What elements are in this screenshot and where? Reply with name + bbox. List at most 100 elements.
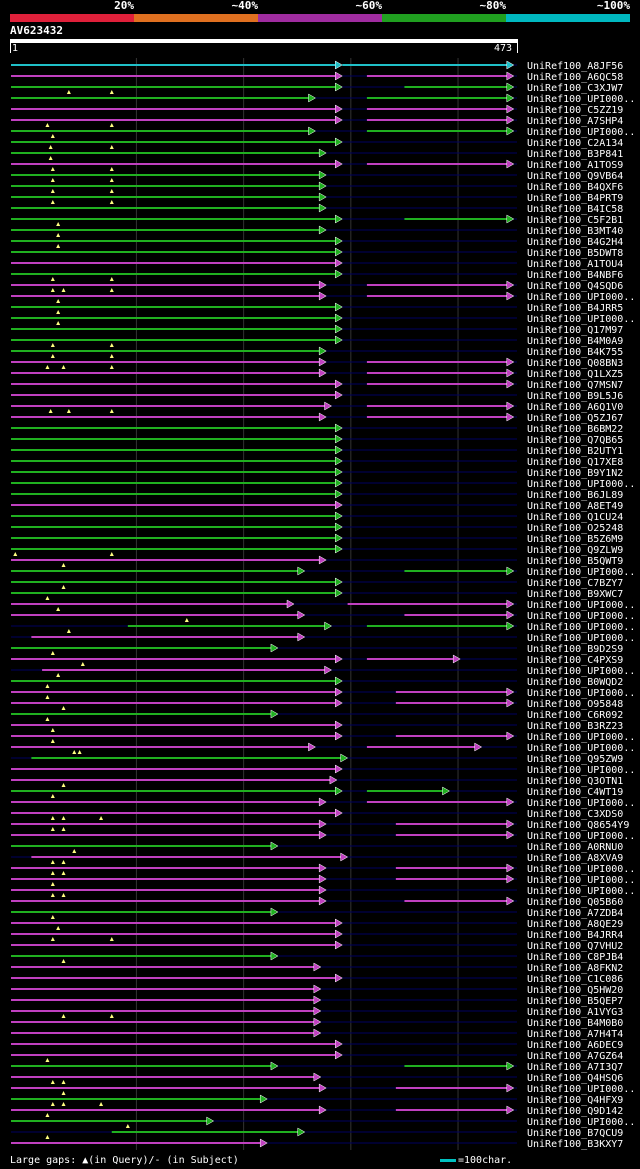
hit-label[interactable]: UniRef100_Q4SQD6 [527,281,623,292]
hit-row[interactable]: UniRef100_UPI000.. [11,728,635,743]
hit-label[interactable]: UniRef100_B4K755 [527,347,623,358]
hit-row[interactable]: UniRef100_C4PXS9 [11,651,623,666]
hit-label[interactable]: UniRef100_UPI000.. [527,886,635,897]
hit-label[interactable]: UniRef100_UPI000.. [527,94,635,105]
hit-label[interactable]: UniRef100_B9Y1N2 [527,468,623,479]
hit-label[interactable]: UniRef100_B4QXF6 [527,182,623,193]
hit-row[interactable]: UniRef100_A7H4T4 [11,1028,623,1040]
hit-label[interactable]: UniRef100_UPI000.. [527,633,635,644]
hit-label[interactable]: UniRef100_B3RZ23 [527,721,623,732]
hit-label[interactable]: UniRef100_B9D2S9 [527,644,623,655]
hit-row[interactable]: UniRef100_C3XJW7 [11,82,623,94]
hit-label[interactable]: UniRef100_A7I3Q7 [527,1062,623,1073]
hit-row[interactable]: UniRef100_C2A134 [11,134,623,149]
hit-row[interactable]: UniRef100_B9XWC7 [11,585,623,600]
hit-label[interactable]: UniRef100_B5Z6M9 [527,534,623,545]
hit-label[interactable]: UniRef100_B4G2H4 [527,237,623,248]
hit-label[interactable]: UniRef100_B9L5J6 [527,391,623,402]
hit-row[interactable]: UniRef100_O95848 [11,695,623,710]
hit-label[interactable]: UniRef100_Q9ZLW9 [527,545,623,556]
hit-row[interactable]: UniRef100_UPI000.. [11,882,635,897]
hit-label[interactable]: UniRef100_C4WT19 [527,787,623,798]
hit-label[interactable]: UniRef100_C3XJW7 [527,83,623,94]
hit-label[interactable]: UniRef100_UPI000.. [527,688,635,699]
hit-row[interactable]: UniRef100_Q3OTN1 [11,775,623,787]
hit-label[interactable]: UniRef100_UPI000.. [527,567,635,578]
hit-row[interactable]: UniRef100_B5QWT9 [11,552,623,567]
hit-row[interactable]: UniRef100_A6DEC9 [11,1039,623,1051]
hit-row[interactable]: UniRef100_UPI000.. [11,764,635,776]
hit-label[interactable]: UniRef100_B4PRT9 [527,193,623,204]
hit-label[interactable]: UniRef100_B5QWT9 [527,556,623,567]
hit-row[interactable]: UniRef100_Q1CU24 [11,511,623,523]
hit-label[interactable]: UniRef100_UPI000.. [527,765,635,776]
hit-row[interactable]: UniRef100_UPI000.. [11,618,635,633]
hit-row[interactable]: UniRef100_Q05B60 [11,893,623,908]
hit-row[interactable]: UniRef100_B3KXY7 [11,1135,623,1150]
hit-row[interactable]: UniRef100_B9D2S9 [11,643,623,655]
hit-row[interactable]: UniRef100_Q4HFX9 [11,1091,623,1106]
hit-row[interactable]: UniRef100_UPI000.. [11,662,635,677]
hit-label[interactable]: UniRef100_A8QE29 [527,919,623,930]
hit-row[interactable]: UniRef100_A6Q1V0 [11,401,623,413]
hit-label[interactable]: UniRef100_Q1LXZ5 [527,369,623,380]
hit-row[interactable]: UniRef100_UPI000.. [11,478,635,490]
hit-row[interactable]: UniRef100_UPI000.. [11,596,635,611]
hit-row[interactable]: UniRef100_B4JRR5 [11,299,623,314]
hit-row[interactable]: UniRef100_Q9VB64 [11,167,623,182]
hit-label[interactable]: UniRef100_C8PJB4 [527,952,623,963]
hit-row[interactable]: UniRef100_UPI000.. [11,827,635,842]
hit-label[interactable]: UniRef100_Q5ZJ67 [527,413,623,424]
hit-row[interactable]: UniRef100_A7SHP4 [11,115,623,127]
hit-label[interactable]: UniRef100_B4JRR4 [527,930,623,941]
hit-row[interactable]: UniRef100_A7I3Q7 [11,1058,623,1073]
hit-label[interactable]: UniRef100_Q8654Y9 [527,820,629,831]
hit-label[interactable]: UniRef100_B7QCU9 [527,1128,623,1139]
hit-row[interactable]: UniRef100_A7GZ64 [11,1050,623,1062]
hit-row[interactable]: UniRef100_B5DWT8 [11,244,623,259]
hit-label[interactable]: UniRef100_B0WQD2 [527,677,623,688]
hit-row[interactable]: UniRef100_Q7VHU2 [11,937,623,952]
hit-label[interactable]: UniRef100_B3P841 [527,149,623,160]
hit-row[interactable]: UniRef100_UPI000.. [11,739,635,754]
hit-row[interactable]: UniRef100_UPI000.. [11,684,635,699]
hit-row[interactable]: UniRef100_C6R092 [11,706,623,721]
hit-row[interactable]: UniRef100_B4QXF6 [11,178,623,193]
hit-label[interactable]: UniRef100_C5F2B1 [527,215,623,226]
hit-label[interactable]: UniRef100_Q7MSN7 [527,380,623,391]
hit-row[interactable]: UniRef100_Q4HSQ6 [11,1072,623,1084]
hit-label[interactable]: UniRef100_UPI000.. [527,875,635,886]
hit-label[interactable]: UniRef100_Q1CU24 [527,512,623,523]
hit-label[interactable]: UniRef100_A1VYG3 [527,1007,623,1018]
hit-row[interactable]: UniRef100_A1TOU4 [11,258,623,270]
hit-label[interactable]: UniRef100_B4NBF6 [527,270,623,281]
hit-label[interactable]: UniRef100_Q3OTN1 [527,776,623,787]
hit-label[interactable]: UniRef100_C5ZZ19 [527,105,623,116]
hit-row[interactable]: UniRef100_B4K755 [11,343,623,358]
hit-row[interactable]: UniRef100_UPI000.. [11,607,635,622]
hit-row[interactable]: UniRef100_B2UTY1 [11,445,623,457]
hit-label[interactable]: UniRef100_UPI000.. [527,479,635,490]
hit-label[interactable]: UniRef100_A8JF56 [527,61,623,72]
hit-label[interactable]: UniRef100_B9XWC7 [527,589,623,600]
hit-label[interactable]: UniRef100_O25248 [527,523,623,534]
hit-row[interactable]: UniRef100_Q9D142 [11,1102,623,1117]
hit-label[interactable]: UniRef100_C6R092 [527,710,623,721]
hit-label[interactable]: UniRef100_B4IC58 [527,204,623,215]
hit-row[interactable]: UniRef100_B3P841 [11,145,623,160]
hit-row[interactable]: UniRef100_UPI000.. [11,563,635,578]
hit-row[interactable]: UniRef100_Q5HW20 [11,984,623,996]
hit-label[interactable]: UniRef100_A8ET49 [527,501,623,512]
hit-row[interactable]: UniRef100_B4PRT9 [11,189,623,204]
hit-row[interactable]: UniRef100_Q8654Y9 [11,816,629,831]
hit-row[interactable]: UniRef100_B3RZ23 [11,717,623,732]
hit-row[interactable]: UniRef100_UPI000.. [11,310,635,325]
hit-label[interactable]: UniRef100_UPI000.. [527,600,635,611]
hit-row[interactable]: UniRef100_UPI000.. [11,90,635,105]
hit-row[interactable]: UniRef100_Q4SQD6 [11,277,623,292]
hit-row[interactable]: UniRef100_Q9ZLW9 [11,544,623,556]
hit-label[interactable]: UniRef100_B3KXY7 [527,1139,623,1150]
hit-label[interactable]: UniRef100_UPI000.. [527,732,635,743]
hit-row[interactable]: UniRef100_Q7MSN7 [11,379,623,391]
hit-row[interactable]: UniRef100_A8JF56 [11,60,623,72]
